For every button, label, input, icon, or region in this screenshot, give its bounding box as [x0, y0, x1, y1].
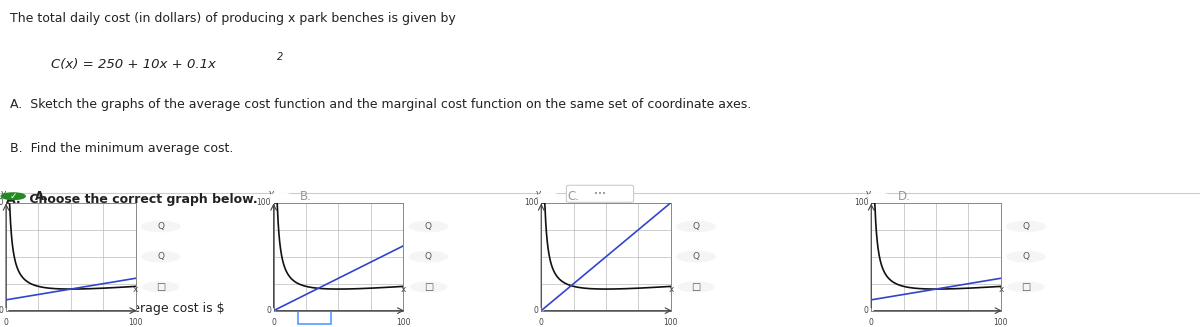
Text: A.  Choose the correct graph below.: A. Choose the correct graph below.: [6, 193, 258, 206]
Text: 100: 100: [854, 198, 869, 207]
Circle shape: [677, 251, 715, 262]
Text: 100: 100: [396, 318, 410, 327]
Text: 0: 0: [539, 318, 544, 327]
Text: The total daily cost (in dollars) of producing x park benches is given by: The total daily cost (in dollars) of pro…: [10, 12, 455, 25]
Text: 0: 0: [0, 306, 4, 315]
Text: 100: 100: [994, 318, 1008, 327]
Text: y: y: [536, 189, 541, 198]
FancyBboxPatch shape: [298, 302, 331, 324]
Text: □: □: [424, 282, 433, 292]
Circle shape: [1, 193, 25, 199]
Text: A.: A.: [35, 190, 49, 203]
Text: 100: 100: [0, 198, 4, 207]
Circle shape: [143, 282, 179, 292]
Text: y: y: [866, 189, 871, 198]
Text: □: □: [156, 282, 166, 292]
Text: C.: C.: [568, 190, 580, 203]
Circle shape: [677, 221, 715, 232]
Text: 0: 0: [266, 306, 271, 315]
Text: 0: 0: [864, 306, 869, 315]
Text: Q: Q: [692, 252, 700, 261]
Circle shape: [1007, 251, 1045, 262]
Text: □: □: [691, 282, 701, 292]
Text: 0: 0: [869, 318, 874, 327]
Text: Q: Q: [425, 252, 432, 261]
Circle shape: [409, 251, 448, 262]
Text: B.  The minimum average cost is $: B. The minimum average cost is $: [6, 302, 224, 316]
Text: Q: Q: [425, 222, 432, 231]
Text: 100: 100: [128, 318, 143, 327]
Text: A.  Sketch the graphs of the average cost function and the marginal cost functio: A. Sketch the graphs of the average cost…: [10, 98, 751, 111]
Text: ✓: ✓: [10, 192, 17, 201]
Text: 0: 0: [4, 318, 8, 327]
Text: □: □: [1021, 282, 1031, 292]
Text: Q: Q: [157, 252, 164, 261]
Text: Q: Q: [692, 222, 700, 231]
Text: 0: 0: [271, 318, 276, 327]
Text: 2: 2: [276, 52, 283, 62]
Text: •••: •••: [594, 191, 606, 197]
Circle shape: [868, 193, 889, 199]
Text: C(x) = 250 + 10x + 0.1x: C(x) = 250 + 10x + 0.1x: [50, 58, 216, 71]
Circle shape: [538, 193, 559, 199]
Text: Q: Q: [157, 222, 164, 231]
Text: 100: 100: [257, 198, 271, 207]
Text: 100: 100: [524, 198, 539, 207]
Text: y: y: [269, 189, 274, 198]
Circle shape: [1007, 221, 1045, 232]
Text: y: y: [1, 189, 6, 198]
Circle shape: [1008, 282, 1044, 292]
Text: 100: 100: [664, 318, 678, 327]
Circle shape: [142, 251, 180, 262]
FancyBboxPatch shape: [566, 185, 634, 202]
Text: B.  Find the minimum average cost.: B. Find the minimum average cost.: [10, 142, 233, 155]
Text: B.: B.: [300, 190, 312, 203]
Circle shape: [409, 221, 448, 232]
Text: x: x: [998, 285, 1003, 294]
Text: 0: 0: [534, 306, 539, 315]
Circle shape: [410, 282, 446, 292]
Text: Q: Q: [1022, 252, 1030, 261]
Circle shape: [142, 221, 180, 232]
Text: x: x: [401, 285, 406, 294]
Circle shape: [270, 193, 292, 199]
Text: x: x: [668, 285, 673, 294]
Text: Q: Q: [1022, 222, 1030, 231]
Circle shape: [678, 282, 714, 292]
Text: D.: D.: [898, 190, 911, 203]
Text: x: x: [133, 285, 138, 294]
